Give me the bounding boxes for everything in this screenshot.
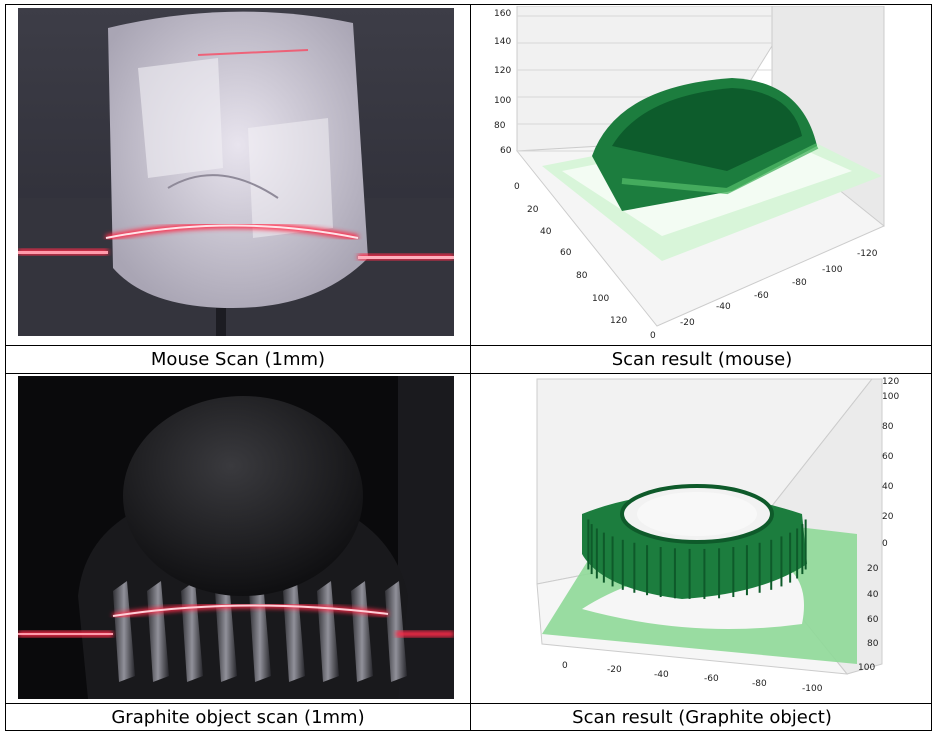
x-tick: -80 xyxy=(752,679,767,689)
graphite-scan-photo xyxy=(18,376,454,699)
caption-graphite-scan: Graphite object scan (1mm) xyxy=(111,707,365,728)
z-tick: 60 xyxy=(882,452,894,462)
z-axis-ticks: 160 140 120 100 80 60 xyxy=(494,9,512,156)
caption-mouse-scan: Mouse Scan (1mm) xyxy=(150,349,326,370)
y-tick: 20 xyxy=(527,205,539,215)
z-tick: 100 xyxy=(494,96,511,106)
x-axis-ticks: 0 -20 -40 -60 -80 -100 -120 xyxy=(650,249,878,341)
y-tick: 100 xyxy=(858,663,875,673)
y-tick: 60 xyxy=(560,248,572,258)
x-tick: -40 xyxy=(716,302,731,312)
graphite-scan-result-plot: 0 20 40 60 80 100 120 20 40 60 80 100 0 … xyxy=(472,374,932,702)
y-tick: 80 xyxy=(576,271,588,281)
z-tick: 20 xyxy=(882,512,894,522)
grid-divider-1 xyxy=(6,345,931,346)
z-axis-ticks: 0 20 40 60 80 100 120 xyxy=(882,377,899,549)
z-tick: 80 xyxy=(882,422,894,432)
gear-fin xyxy=(351,581,373,682)
grid-divider-vertical xyxy=(470,5,471,730)
y-axis-ticks: 0 20 40 60 80 100 120 xyxy=(514,182,627,326)
caption-graphite-result: Scan result (Graphite object) xyxy=(572,707,832,728)
x-tick: 0 xyxy=(650,331,656,341)
x-axis-ticks: 0 -20 -40 -60 -80 -100 xyxy=(562,661,823,694)
z-tick: 40 xyxy=(882,482,894,492)
y-tick: 40 xyxy=(867,590,879,600)
z-tick: 80 xyxy=(494,121,506,131)
x-tick: -120 xyxy=(857,249,878,259)
y-tick: 60 xyxy=(867,615,879,625)
mouse-scan-result-plot: 160 140 120 100 80 60 0 20 40 60 80 100 … xyxy=(472,6,932,344)
z-tick: 0 xyxy=(882,539,888,549)
y-tick: 0 xyxy=(514,182,520,192)
grid-divider-2 xyxy=(6,373,931,374)
z-tick: 60 xyxy=(500,146,512,156)
y-tick: 40 xyxy=(540,227,552,237)
gear-fin xyxy=(113,581,135,682)
z-tick: 160 xyxy=(494,9,511,19)
y-tick: 100 xyxy=(592,294,609,304)
y-tick: 20 xyxy=(867,564,879,574)
x-tick: -80 xyxy=(792,278,807,288)
y-axis-ticks: 20 40 60 80 100 xyxy=(858,564,879,673)
y-tick: 80 xyxy=(867,639,879,649)
gear-fin xyxy=(147,581,169,682)
mouse-scan-photo xyxy=(18,8,454,336)
z-tick: 100 xyxy=(882,392,899,402)
z-tick: 120 xyxy=(494,66,511,76)
x-tick: -60 xyxy=(704,674,719,684)
figure-grid: Mouse Scan (1mm) 160 140 120 100 80 60 0 xyxy=(5,4,932,731)
z-tick: 120 xyxy=(882,377,899,387)
grid-divider-3 xyxy=(6,703,931,704)
x-tick: -100 xyxy=(822,265,843,275)
x-tick: -100 xyxy=(802,684,823,694)
x-tick: 0 xyxy=(562,661,568,671)
x-tick: -20 xyxy=(607,665,622,675)
x-tick: -20 xyxy=(680,318,695,328)
z-tick: 140 xyxy=(494,37,511,47)
x-tick: -60 xyxy=(754,291,769,301)
caption-mouse-result: Scan result (mouse) xyxy=(611,349,793,370)
y-tick: 120 xyxy=(610,316,627,326)
x-tick: -40 xyxy=(654,670,669,680)
